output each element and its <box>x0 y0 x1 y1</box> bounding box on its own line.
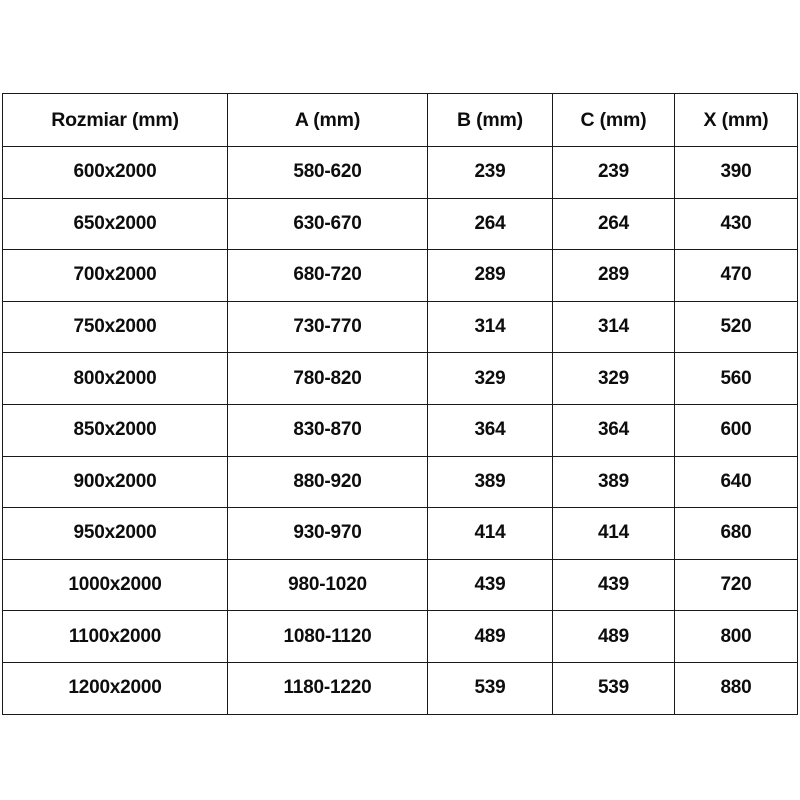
column-header-c: C (mm) <box>552 93 675 147</box>
table-header-row: Rozmiar (mm) A (mm) B (mm) C (mm) X (mm) <box>2 93 798 147</box>
cell-size: 700x2000 <box>2 249 228 302</box>
cell-b: 364 <box>427 403 553 457</box>
cell-x: 390 <box>674 146 798 199</box>
cell-c: 489 <box>552 610 675 663</box>
table-row: 950x2000 930-970 414 414 680 <box>2 507 798 560</box>
cell-a: 930-970 <box>227 507 428 560</box>
specification-table-container: Rozmiar (mm) A (mm) B (mm) C (mm) X (mm)… <box>2 93 798 715</box>
cell-a: 880-920 <box>227 455 428 509</box>
cell-c: 314 <box>552 300 675 354</box>
table-row: 900x2000 880-920 389 389 640 <box>2 455 798 509</box>
cell-c: 539 <box>552 661 675 715</box>
cell-x: 880 <box>674 661 798 715</box>
cell-a: 1080-1120 <box>227 610 428 663</box>
cell-x: 600 <box>674 403 798 457</box>
cell-b: 414 <box>427 507 553 560</box>
cell-x: 800 <box>674 610 798 663</box>
cell-size: 1100x2000 <box>2 610 228 663</box>
cell-c: 289 <box>552 249 675 302</box>
cell-size: 900x2000 <box>2 455 228 509</box>
table-row: 850x2000 830-870 364 364 600 <box>2 403 798 457</box>
cell-c: 239 <box>552 146 675 199</box>
cell-a: 680-720 <box>227 249 428 302</box>
cell-size: 800x2000 <box>2 352 228 405</box>
cell-size: 1000x2000 <box>2 558 228 612</box>
cell-b: 264 <box>427 197 553 251</box>
cell-b: 314 <box>427 300 553 354</box>
table-row: 650x2000 630-670 264 264 430 <box>2 197 798 251</box>
cell-x: 720 <box>674 558 798 612</box>
table-row: 1100x2000 1080-1120 489 489 800 <box>2 610 798 663</box>
cell-b: 329 <box>427 352 553 405</box>
cell-c: 414 <box>552 507 675 560</box>
cell-b: 239 <box>427 146 553 199</box>
column-header-a: A (mm) <box>227 93 428 147</box>
cell-c: 389 <box>552 455 675 509</box>
cell-size: 650x2000 <box>2 197 228 251</box>
table-row: 600x2000 580-620 239 239 390 <box>2 146 798 199</box>
column-header-x: X (mm) <box>674 93 798 147</box>
cell-size: 600x2000 <box>2 146 228 199</box>
cell-size: 850x2000 <box>2 403 228 457</box>
table-row: 700x2000 680-720 289 289 470 <box>2 249 798 302</box>
cell-x: 520 <box>674 300 798 354</box>
table-row: 750x2000 730-770 314 314 520 <box>2 300 798 354</box>
cell-a: 580-620 <box>227 146 428 199</box>
cell-size: 750x2000 <box>2 300 228 354</box>
cell-x: 560 <box>674 352 798 405</box>
table-row: 1000x2000 980-1020 439 439 720 <box>2 558 798 612</box>
cell-a: 1180-1220 <box>227 661 428 715</box>
cell-a: 630-670 <box>227 197 428 251</box>
column-header-b: B (mm) <box>427 93 553 147</box>
cell-size: 1200x2000 <box>2 661 228 715</box>
cell-x: 680 <box>674 507 798 560</box>
cell-a: 730-770 <box>227 300 428 354</box>
cell-b: 439 <box>427 558 553 612</box>
table-header: Rozmiar (mm) A (mm) B (mm) C (mm) X (mm) <box>2 93 798 147</box>
cell-b: 289 <box>427 249 553 302</box>
cell-c: 364 <box>552 403 675 457</box>
dimensions-table: Rozmiar (mm) A (mm) B (mm) C (mm) X (mm)… <box>2 93 798 715</box>
cell-size: 950x2000 <box>2 507 228 560</box>
cell-b: 389 <box>427 455 553 509</box>
cell-x: 640 <box>674 455 798 509</box>
cell-c: 439 <box>552 558 675 612</box>
cell-b: 489 <box>427 610 553 663</box>
cell-a: 980-1020 <box>227 558 428 612</box>
table-row: 1200x2000 1180-1220 539 539 880 <box>2 661 798 715</box>
table-row: 800x2000 780-820 329 329 560 <box>2 352 798 405</box>
cell-b: 539 <box>427 661 553 715</box>
cell-x: 430 <box>674 197 798 251</box>
table-body: 600x2000 580-620 239 239 390 650x2000 630-670 2… <box>2 146 798 715</box>
cell-x: 470 <box>674 249 798 302</box>
cell-a: 830-870 <box>227 403 428 457</box>
cell-a: 780-820 <box>227 352 428 405</box>
cell-c: 264 <box>552 197 675 251</box>
column-header-size: Rozmiar (mm) <box>2 93 228 147</box>
cell-c: 329 <box>552 352 675 405</box>
